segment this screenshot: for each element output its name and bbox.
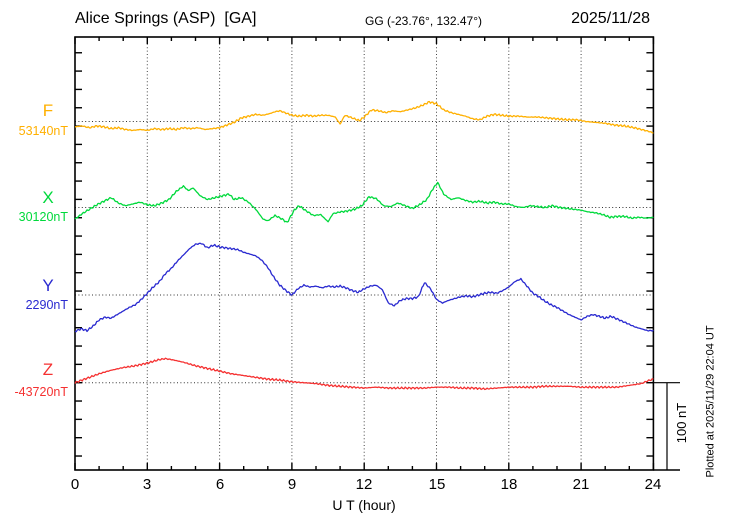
- x-tick-label-15: 15: [428, 476, 446, 493]
- x-tick-label-9: 9: [287, 476, 297, 493]
- trace-X: [74, 181, 654, 223]
- channel-label-f: F: [42, 101, 54, 120]
- channel-label-y: Y: [42, 276, 54, 295]
- x-tick-label-21: 21: [572, 476, 590, 493]
- trace-F: [75, 100, 654, 134]
- x-tick-label-24: 24: [644, 476, 662, 493]
- scale-bar-label: 100 nT: [674, 402, 689, 444]
- x-axis-title: U T (hour): [332, 497, 396, 513]
- channel-label-x: X: [42, 188, 54, 207]
- trace-Z: [74, 357, 654, 391]
- x-tick-label-18: 18: [500, 476, 518, 493]
- channel-value-y: 2290nT: [25, 298, 68, 312]
- x-tick-label-3: 3: [142, 476, 152, 493]
- page-title: Alice Springs (ASP) [GA]: [75, 10, 257, 27]
- x-tick-label-0: 0: [70, 476, 80, 493]
- plot-date: 2025/11/28: [571, 10, 650, 27]
- trace-Y: [74, 242, 654, 333]
- channel-value-x: 30120nT: [18, 210, 68, 224]
- channel-value-f: 53140nT: [18, 124, 68, 138]
- station-coordinates: GG (-23.76°, 132.47°): [365, 14, 482, 28]
- channel-label-z: Z: [42, 360, 54, 379]
- x-tick-label-6: 6: [215, 476, 225, 493]
- plotted-at-note: Plotted at 2025/11/29 22:04 UT: [704, 325, 717, 478]
- channel-value-z: -43720nT: [14, 385, 68, 399]
- x-tick-label-12: 12: [355, 476, 373, 493]
